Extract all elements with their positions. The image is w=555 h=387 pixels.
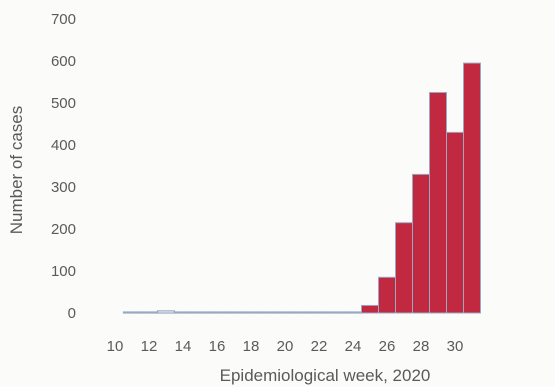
bar-week-14 <box>173 311 193 314</box>
y-tick-label: 500 <box>51 95 76 112</box>
x-tick-label: 16 <box>209 338 226 355</box>
x-tick-label: 30 <box>447 338 464 355</box>
x-tick-label: 20 <box>277 338 294 355</box>
x-axis-ticks: 10 12 14 16 18 20 22 24 26 28 30 <box>107 338 464 355</box>
bar-week-18 <box>241 311 261 314</box>
bar-week-19 <box>258 311 278 314</box>
x-tick-label: 22 <box>311 338 328 355</box>
bar-week-17 <box>224 311 244 314</box>
x-tick-label: 18 <box>243 338 260 355</box>
bar-week-29 <box>429 92 447 314</box>
x-tick-label: 14 <box>175 338 192 355</box>
x-tick-label: 24 <box>345 338 362 355</box>
bar-week-26 <box>378 276 396 314</box>
y-tick-label: 0 <box>68 305 76 322</box>
y-tick-label: 700 <box>51 11 76 28</box>
bar-week-16 <box>207 311 227 314</box>
bar-week-13 <box>156 310 176 314</box>
bar-week-15 <box>190 311 210 314</box>
bar-week-12 <box>139 311 159 314</box>
x-axis-title: Epidemiological week, 2020 <box>220 366 431 385</box>
bar-week-27 <box>395 222 413 314</box>
y-tick-label: 600 <box>51 53 76 70</box>
bar-week-31 <box>463 62 481 314</box>
y-axis-title: Number of cases <box>7 106 26 235</box>
bar-week-23 <box>326 311 346 314</box>
bars-layer <box>122 62 481 314</box>
bar-week-30 <box>446 131 464 314</box>
x-tick-label: 26 <box>379 338 396 355</box>
bar-week-21 <box>292 311 312 314</box>
x-tick-label: 28 <box>413 338 430 355</box>
bar-week-22 <box>309 311 329 314</box>
x-tick-label: 10 <box>107 338 124 355</box>
y-tick-label: 100 <box>51 263 76 280</box>
bar-week-24 <box>343 311 363 314</box>
bar-week-11 <box>122 311 142 314</box>
bar-week-25 <box>361 304 379 314</box>
y-tick-label: 400 <box>51 137 76 154</box>
y-tick-label: 300 <box>51 179 76 196</box>
bar-week-28 <box>412 173 430 314</box>
x-tick-label: 12 <box>141 338 158 355</box>
y-tick-label: 200 <box>51 221 76 238</box>
bar-week-20 <box>275 311 295 314</box>
y-axis-ticks: 0 100 200 300 400 500 600 700 <box>51 11 76 322</box>
